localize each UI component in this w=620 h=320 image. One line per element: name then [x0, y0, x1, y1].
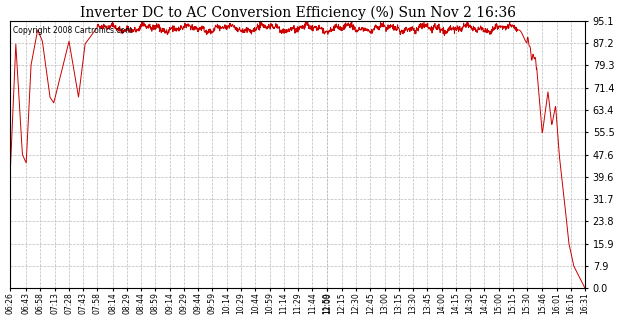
- Title: Inverter DC to AC Conversion Efficiency (%) Sun Nov 2 16:36: Inverter DC to AC Conversion Efficiency …: [79, 5, 516, 20]
- Text: Copyright 2008 Cartronics.com: Copyright 2008 Cartronics.com: [13, 27, 133, 36]
